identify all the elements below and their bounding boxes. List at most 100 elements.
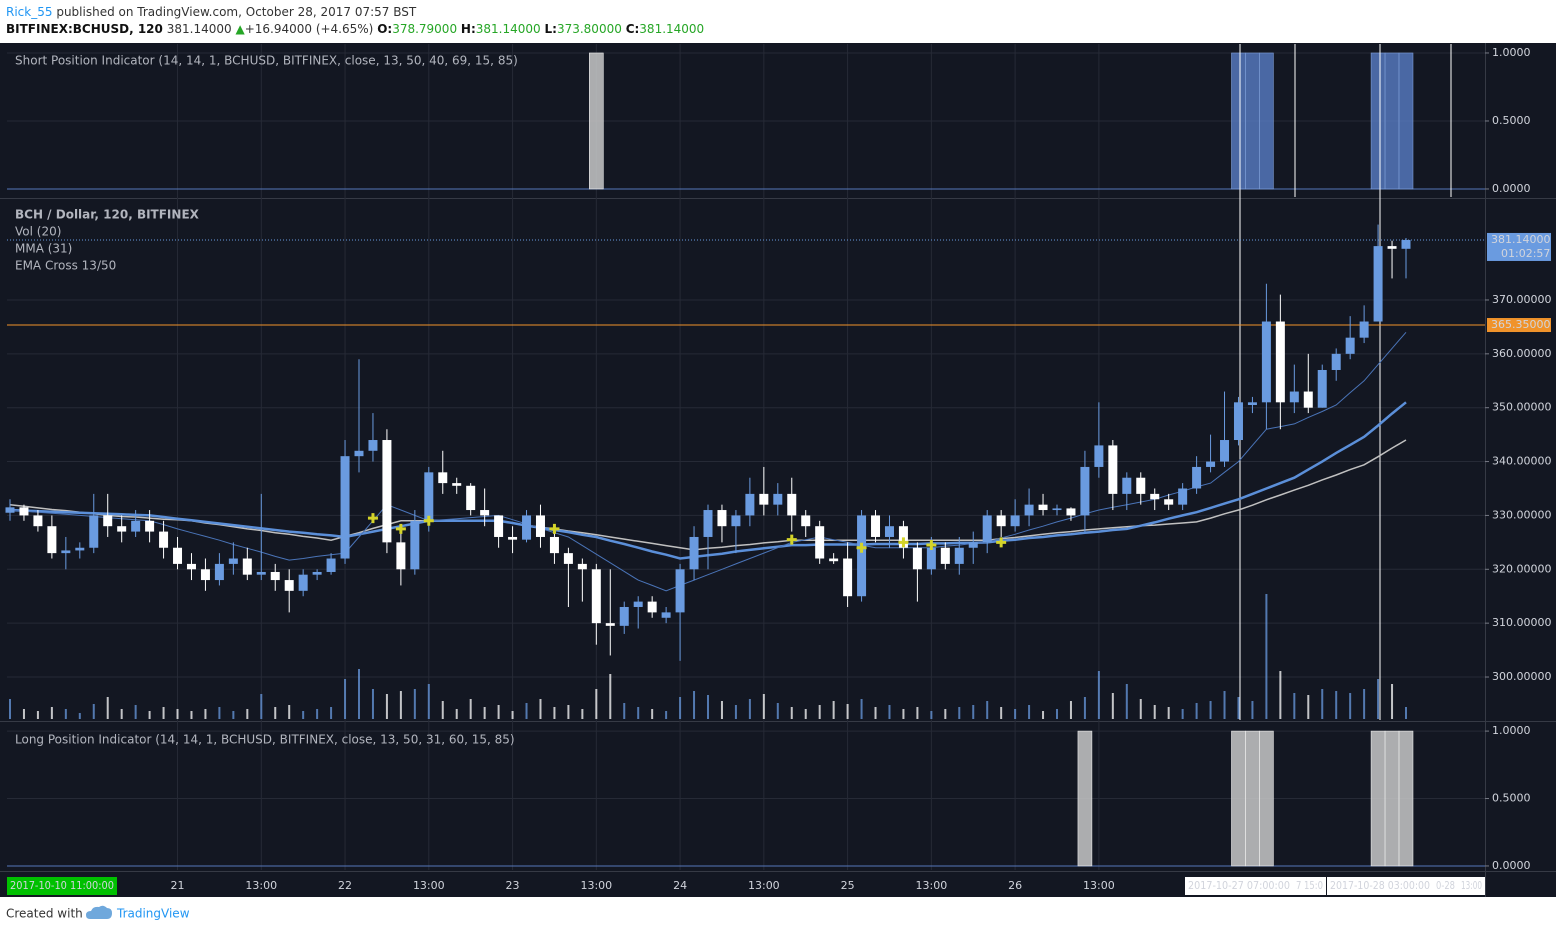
volume-bar [36,711,39,719]
volume-bar [274,707,277,719]
volume-bar [106,697,109,719]
candle-body [354,450,364,457]
candle-body [89,515,99,548]
cross-signal [549,523,560,534]
volume-bar [302,711,305,719]
candle-body [1094,445,1104,467]
volume-bar [595,689,598,719]
volume-bar [1125,684,1128,719]
time-marker: 2017-10-10 11:00:00 [10,879,114,892]
cross-signal [856,542,867,553]
l: 373.80000 [557,22,622,36]
candle-body [996,515,1006,527]
volume-bar [260,694,263,719]
x-tick-label: 26 [1008,879,1022,892]
volume-bar [874,707,877,719]
candle-body [1136,477,1146,494]
candle-body [647,601,657,613]
h-label: H: [461,22,476,36]
volume-bar [1083,697,1086,719]
indicator-bar [1398,730,1414,867]
header-line-1: Rick_55 published on TradingView.com, Oc… [6,5,417,19]
y-tick-label: 340.00000 [1492,455,1552,468]
volume-bar [832,701,835,719]
candle-body [522,515,532,540]
candle-body [256,571,266,575]
volume-bar [651,709,654,719]
y-tick-label: 1.0000 [1492,46,1531,59]
volume-bar [930,711,933,719]
candle-body [33,515,43,527]
candle-body [270,571,280,581]
countdown: 01:02:57 [1501,247,1550,260]
volume-bar [1349,693,1352,719]
cross-signal [926,540,937,551]
candle-body [1233,402,1243,441]
y-tick-label: 0.5000 [1492,114,1531,127]
cross-signal [423,515,434,526]
volume-bar [1028,705,1031,719]
time-marker-box [1293,877,1326,895]
candle-body [1192,466,1202,489]
indicator-bar [1384,730,1400,867]
candle-body [173,547,183,564]
change: +16.94000 (+4.65%) [245,22,374,36]
volume-bar [581,709,584,719]
volume-bar [1307,695,1310,719]
volume-bar [553,707,556,719]
candle-body [954,547,964,564]
volume-bar [1237,697,1240,719]
time-marker-box [1458,877,1485,895]
volume-bar [218,707,221,719]
volume-bar [22,709,25,719]
volume-bar [344,679,347,719]
candle-body [494,515,504,537]
last-price-box [1487,232,1551,261]
volume-bar [972,705,975,719]
candle-body [396,542,406,570]
volume-bar [1056,709,1058,719]
volume-bar [1335,691,1338,719]
volume-bar [790,707,793,719]
candle-body [787,493,797,516]
candle-body [773,493,783,505]
candle-body [1108,445,1118,494]
h: 381.14000 [476,22,541,36]
price: 381.14000 [167,22,232,36]
candle-body [535,515,545,537]
time-marker: 2017-10-28 03:00:00 [1330,879,1430,892]
indicator-bar [1077,730,1093,867]
y-tick-label: 0.0000 [1492,859,1531,872]
volume-bar [1321,689,1324,719]
volume-bar [916,707,919,719]
candle-body [745,493,755,516]
candle-body [312,571,322,575]
candle-body [186,563,196,570]
volume-bar [1279,671,1282,719]
candle-body [1220,440,1230,462]
volume-bar [120,709,123,719]
candle-body [1317,369,1327,408]
candle-body [815,526,825,559]
author[interactable]: Rick_55 [6,5,53,19]
footer-brand[interactable]: TradingView [116,907,190,921]
volume-bar [134,705,137,719]
y-tick-label: 0.0000 [1492,182,1531,195]
volume-bar [1377,679,1380,719]
candle-body [1331,353,1341,370]
volume-bar [497,705,500,719]
volume-bar [958,707,961,719]
volume-bar [623,703,626,719]
candle-body [1275,321,1285,403]
arrow: ▲ [235,22,245,36]
volume-bar [860,699,863,719]
y-tick-label: 320.00000 [1492,562,1552,575]
y-tick-label: 1.0000 [1492,724,1531,737]
candle-body [1373,246,1383,322]
candle-body [131,520,141,532]
cross-signal [395,523,406,534]
level-box [1487,318,1551,333]
y-tick-label: 330.00000 [1492,508,1552,521]
volume-bar [609,674,612,719]
